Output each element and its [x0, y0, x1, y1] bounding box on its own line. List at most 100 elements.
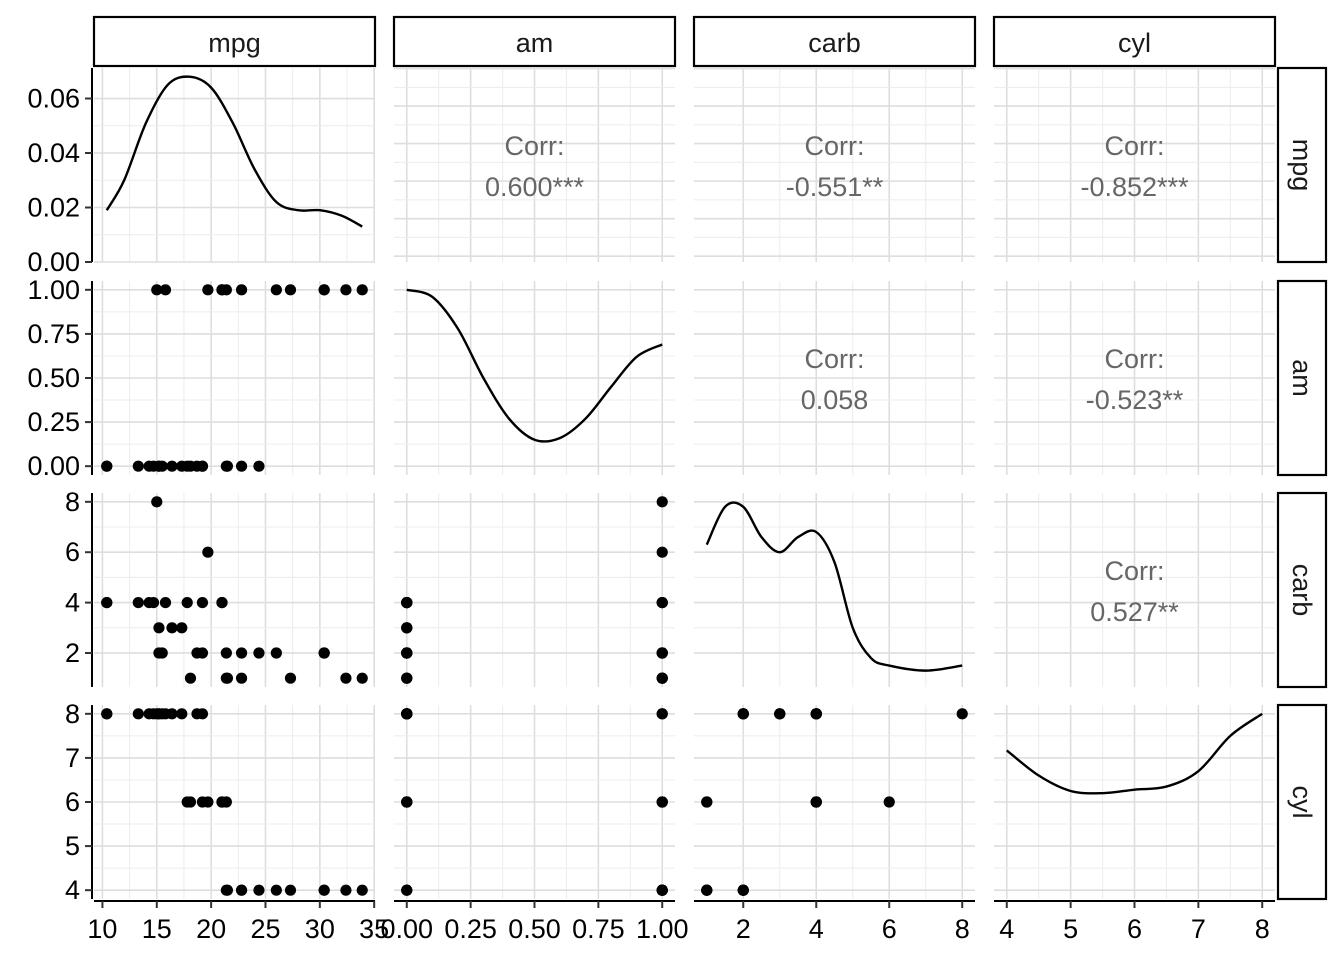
- scatter-panel-cyl-vs-mpg: [101, 708, 368, 896]
- data-point: [284, 284, 297, 296]
- tick-label: 1.00: [27, 275, 80, 305]
- data-point: [774, 708, 786, 720]
- column-strip-cyl: cyl: [992, 15, 1277, 68]
- data-point: [196, 460, 209, 472]
- data-point: [216, 596, 228, 609]
- row-strip-mpg: mpg: [1276, 66, 1328, 264]
- data-point: [221, 672, 234, 684]
- data-point: [202, 284, 214, 296]
- data-point: [235, 460, 248, 472]
- corr-value: 0.058: [801, 385, 869, 415]
- data-point: [401, 884, 413, 896]
- data-point: [401, 647, 413, 659]
- data-point: [101, 596, 113, 609]
- tick-label: 6: [882, 914, 897, 944]
- strip-box: [1276, 66, 1328, 264]
- data-point: [159, 708, 172, 720]
- y-axis-am: 0.00 0.25 0.50 0.75 1.00: [27, 275, 93, 481]
- data-point: [401, 596, 413, 609]
- data-point: [181, 596, 193, 609]
- scatter-panel-cyl-vs-am: [401, 708, 668, 896]
- row-strip-carb: carb: [1276, 491, 1328, 689]
- tick-label: 25: [250, 914, 280, 944]
- panel-grid-am-mpg: [94, 281, 375, 475]
- data-point: [356, 672, 368, 684]
- data-point: [176, 622, 188, 634]
- tick-label: 0.50: [508, 914, 561, 944]
- corr-value: -0.551**: [786, 172, 884, 202]
- tick-label: 0.02: [27, 193, 80, 223]
- panel-grid-am-cyl: [994, 281, 1275, 475]
- data-point: [151, 496, 163, 508]
- panel-grid-cyl-am: [394, 705, 675, 899]
- panel-grid-carb-cyl: [994, 493, 1275, 687]
- density-curve-am: [406, 288, 663, 443]
- data-point: [270, 884, 282, 896]
- strip-label: carb: [1287, 564, 1317, 617]
- corr-label: Corr:: [1105, 344, 1165, 374]
- panel-grid-cyl-cyl: [994, 705, 1275, 899]
- tick-label: 30: [305, 914, 335, 944]
- data-point: [196, 596, 209, 609]
- data-point: [810, 796, 822, 808]
- tick-label: 0.25: [27, 407, 80, 437]
- corr-cell-carb-cyl: Corr: 0.527**: [1090, 556, 1179, 627]
- panel-grid-am-carb: [694, 281, 975, 475]
- corr-value: -0.523**: [1086, 385, 1184, 415]
- tick-label: 6: [65, 537, 80, 567]
- data-point: [220, 884, 232, 896]
- grid-layer: [94, 67, 1275, 899]
- data-point: [656, 647, 668, 659]
- tick-label: 0.75: [572, 914, 625, 944]
- scatter-panel-am-vs-mpg: [101, 284, 368, 472]
- corr-label: Corr:: [805, 344, 865, 374]
- data-point: [810, 708, 822, 720]
- tick-label: 6: [65, 787, 80, 817]
- panel-grid-carb-carb: [694, 493, 975, 687]
- corr-cell-mpg-carb: Corr: -0.551**: [786, 131, 884, 202]
- data-point: [318, 884, 330, 896]
- data-point: [318, 284, 330, 296]
- data-point: [235, 647, 248, 659]
- strip-box: [92, 15, 377, 68]
- density-curve-carb: [705, 501, 963, 672]
- corr-label: Corr:: [1105, 131, 1165, 161]
- panel-grid-cyl-carb: [694, 705, 975, 899]
- data-point: [166, 622, 178, 634]
- strip-box: [692, 15, 977, 68]
- data-point: [270, 647, 282, 659]
- tick-label: 0.50: [27, 363, 80, 393]
- data-point: [202, 546, 214, 558]
- data-point: [220, 647, 232, 659]
- scatter-panel-carb-vs-am: [401, 496, 668, 684]
- column-strip-mpg: mpg: [92, 15, 377, 68]
- data-point: [356, 284, 368, 296]
- strip-label: carb: [808, 28, 861, 58]
- data-point: [356, 884, 368, 896]
- strip-box: [1276, 279, 1328, 477]
- tick-label: 0.00: [380, 914, 433, 944]
- data-point: [253, 647, 265, 659]
- corr-cell-am-cyl: Corr: -0.523**: [1086, 344, 1184, 415]
- data-point: [220, 796, 232, 808]
- panel-grid-carb-am: [394, 493, 675, 687]
- tick-label: 0.75: [27, 319, 80, 349]
- panel-grid-am-am: [394, 281, 675, 475]
- tick-label: 4: [809, 914, 824, 944]
- data-point: [253, 884, 265, 896]
- data-point: [235, 672, 248, 684]
- data-point: [176, 460, 188, 472]
- data-point: [737, 708, 749, 720]
- tick-label: 8: [955, 914, 970, 944]
- x-axis-carb: 2 4 6 8: [694, 900, 975, 944]
- data-point: [656, 496, 668, 508]
- tick-label: 7: [65, 743, 80, 773]
- tick-label: 6: [1127, 914, 1142, 944]
- tick-label: 1.00: [636, 914, 689, 944]
- corr-label: Corr:: [805, 131, 865, 161]
- tick-label: 0.00: [27, 451, 80, 481]
- tick-label: 0.04: [27, 138, 80, 168]
- data-point: [196, 708, 209, 720]
- corr-value: 0.527**: [1090, 597, 1179, 627]
- tick-label: 5: [1063, 914, 1078, 944]
